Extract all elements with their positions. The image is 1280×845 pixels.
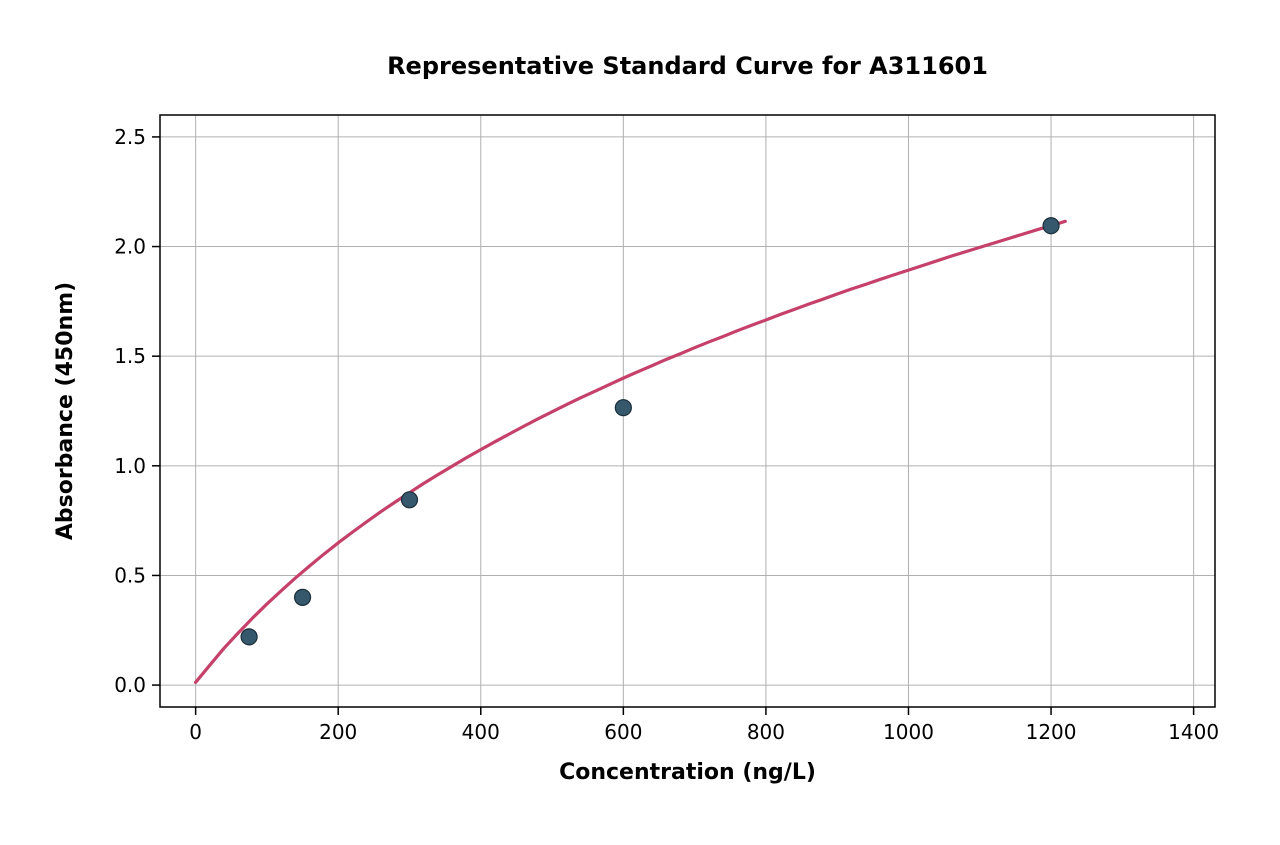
y-tick-label: 1.0 <box>114 454 146 478</box>
data-point <box>1043 218 1059 234</box>
y-tick-label: 2.5 <box>114 125 146 149</box>
x-tick-label: 1400 <box>1168 720 1219 744</box>
chart-container: 0 200 400 600 800 1000 1200 1400 0.0 0.5 1.0 1.5 2.0… <box>0 0 1280 845</box>
x-tick-label: 400 <box>462 720 500 744</box>
x-tick-label: 600 <box>604 720 642 744</box>
x-tick-label: 1000 <box>883 720 934 744</box>
y-axis-label: Absorbance (450nm) <box>53 282 78 540</box>
x-tick-label: 0 <box>189 720 202 744</box>
fit-curve <box>196 221 1066 682</box>
x-tick-label: 800 <box>747 720 785 744</box>
standard-curve-chart: 0 200 400 600 800 1000 1200 1400 0.0 0.5 1.0 1.5 2.0… <box>0 0 1280 845</box>
y-tick-label: 2.0 <box>114 235 146 259</box>
data-point <box>615 400 631 416</box>
y-tick-label: 0.5 <box>114 563 146 587</box>
plot-border <box>160 115 1215 707</box>
data-point <box>401 492 417 508</box>
x-axis-label: Concentration (ng/L) <box>559 760 816 785</box>
x-tick-label: 200 <box>319 720 357 744</box>
data-point <box>295 589 311 605</box>
x-tick-label: 1200 <box>1026 720 1077 744</box>
chart-title: Representative Standard Curve for A31160… <box>387 52 988 80</box>
data-point <box>241 629 257 645</box>
y-tick-label: 0.0 <box>114 673 146 697</box>
y-tick-label: 1.5 <box>114 344 146 368</box>
